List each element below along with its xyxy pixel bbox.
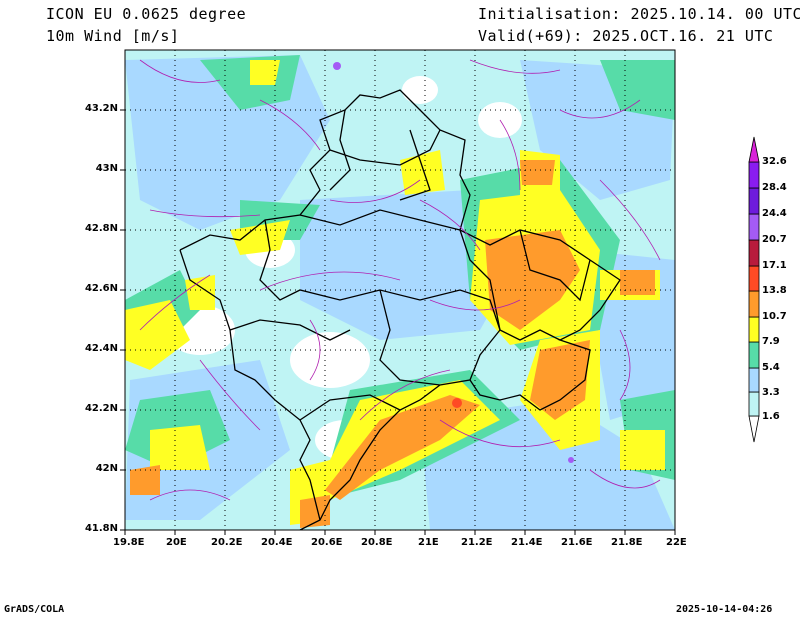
- lon-label: 20.8E: [361, 537, 393, 548]
- lon-label: 20.6E: [311, 537, 343, 548]
- colorbar-label: 24.4: [762, 208, 787, 219]
- colorbar-max-arrow: [748, 136, 760, 163]
- lon-label: 21E: [418, 537, 439, 548]
- lon-label: 20.2E: [211, 537, 243, 548]
- lon-label: 21.8E: [611, 537, 643, 548]
- lon-label: 21.4E: [511, 537, 543, 548]
- colorbar-label: 7.9: [762, 336, 780, 347]
- colorbar-swatch: [748, 341, 760, 369]
- colorbar-swatch: [748, 316, 760, 343]
- valid-time: Valid(+69): 2025.OCT.16. 21 UTC: [478, 27, 774, 45]
- colorbar-label: 32.6: [762, 156, 787, 167]
- model-title: ICON EU 0.0625 degree: [46, 5, 247, 23]
- streamlines: [139, 59, 661, 501]
- colorbar-label: 20.7: [762, 234, 787, 245]
- colorbar-swatch: [748, 161, 760, 189]
- lon-label: 21.6E: [561, 537, 593, 548]
- borders: [179, 89, 621, 530]
- lat-label: 42.8N: [84, 223, 118, 234]
- colorbar-swatch: [748, 391, 760, 417]
- field-title: 10m Wind [m/s]: [46, 27, 180, 45]
- lon-label: 19.8E: [113, 537, 145, 548]
- grid: [125, 50, 675, 530]
- colorbar: [748, 136, 760, 443]
- colorbar-swatch: [748, 239, 760, 267]
- colorbar-label: 3.3: [762, 387, 780, 398]
- colorbar-swatch: [748, 290, 760, 318]
- colorbar-swatch: [748, 187, 760, 215]
- colorbar-swatch: [748, 367, 760, 393]
- colorbar-label: 1.6: [762, 411, 780, 422]
- lat-label: 43.2N: [84, 103, 118, 114]
- lon-label: 22E: [666, 537, 687, 548]
- colorbar-swatch: [748, 213, 760, 241]
- lat-label: 42.6N: [84, 283, 118, 294]
- colorbar-label: 17.1: [762, 260, 787, 271]
- lat-label: 42N: [95, 463, 118, 474]
- lon-label: 21.2E: [461, 537, 493, 548]
- footer-timestamp: 2025-10-14-04:26: [676, 604, 773, 615]
- init-time: Initialisation: 2025.10.14. 00 UTC: [478, 5, 800, 23]
- lon-label: 20E: [166, 537, 187, 548]
- lat-label: 42.4N: [84, 343, 118, 354]
- colorbar-label: 5.4: [762, 362, 780, 373]
- colorbar-min-arrow: [748, 415, 760, 443]
- lat-label: 42.2N: [84, 403, 118, 414]
- lat-label: 43N: [95, 163, 118, 174]
- lat-label: 41.8N: [84, 523, 118, 534]
- colorbar-swatch: [748, 265, 760, 292]
- colorbar-label: 10.7: [762, 311, 787, 322]
- colorbar-label: 13.8: [762, 285, 787, 296]
- axis-ticks: [120, 109, 676, 535]
- colorbar-label: 28.4: [762, 182, 787, 193]
- footer-software: GrADS/COLA: [4, 604, 65, 615]
- lon-label: 20.4E: [261, 537, 293, 548]
